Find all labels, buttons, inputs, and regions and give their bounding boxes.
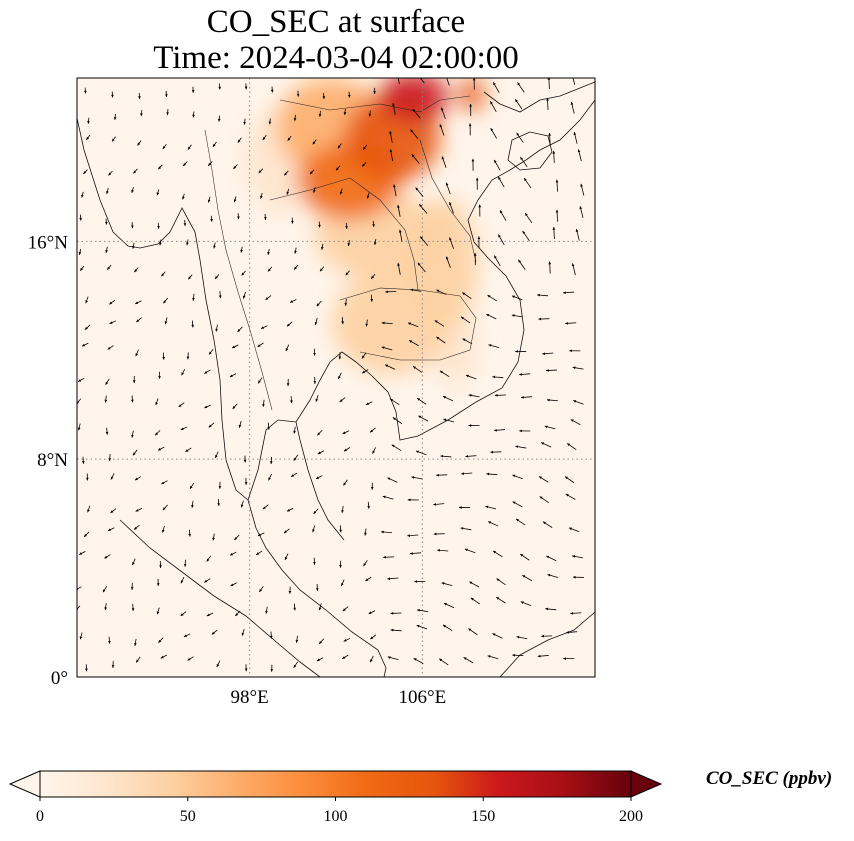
colorbar-title: CO_SEC (ppbv) <box>706 768 832 790</box>
colorbar-ticks: 0 50 100 150 200 <box>36 797 643 825</box>
wind-vector-head <box>571 73 574 76</box>
colorbar-bar <box>40 771 631 797</box>
wind-vector-head <box>417 74 420 77</box>
lat-tick-label: 8°N <box>37 450 68 471</box>
longitude-labels: 98°E 106°E <box>231 687 447 708</box>
lon-tick-label: 98°E <box>231 687 269 708</box>
colorbar-tick-label: 0 <box>36 808 44 825</box>
colorbar-tick-label: 200 <box>619 808 643 825</box>
latitude-labels: 0° 8°N 16°N <box>28 232 69 689</box>
field-blob <box>459 78 485 111</box>
wind-vector-head <box>396 72 399 75</box>
colorbar-tick-label: 150 <box>471 808 495 825</box>
lon-tick-label: 106°E <box>398 687 446 708</box>
field-blob <box>379 73 448 122</box>
colorbar: 0 50 100 150 200 <box>10 771 661 825</box>
wind-vector-head <box>445 74 448 77</box>
colorbar-tick-label: 100 <box>324 808 348 825</box>
lat-tick-label: 16°N <box>28 232 69 253</box>
colorbar-min-extend <box>10 771 40 797</box>
colorbar-max-extend <box>631 771 661 797</box>
colorbar-tick-label: 50 <box>180 808 196 825</box>
lat-tick-label: 0° <box>51 668 68 689</box>
